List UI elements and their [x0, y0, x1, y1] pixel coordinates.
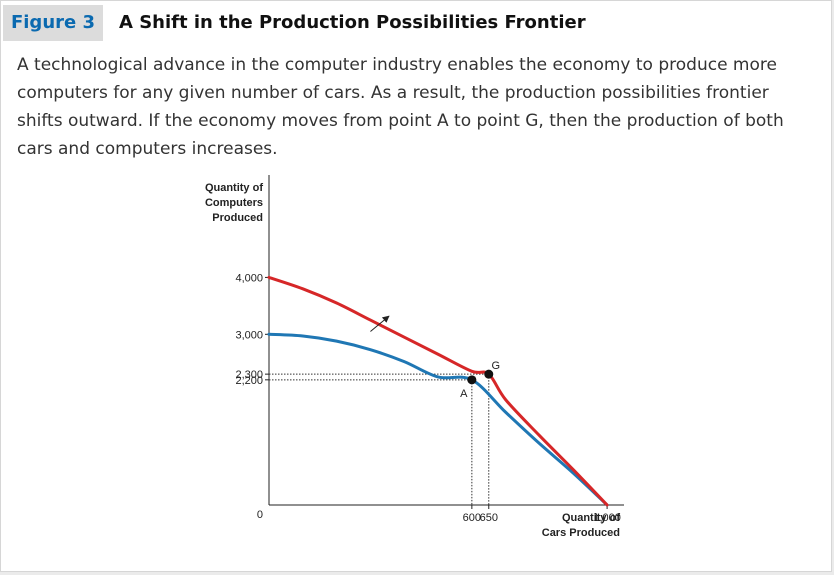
y-axis-label: Computers	[205, 197, 263, 209]
point-label-g: G	[491, 360, 500, 372]
figure-title: A Shift in the Production Possibilities …	[119, 12, 586, 33]
inner-frontier-line	[267, 332, 609, 507]
y-axis-label: Produced	[212, 212, 263, 224]
shift-arrow	[370, 315, 390, 332]
point-a	[467, 375, 477, 385]
x-tick-label: 1,000	[593, 512, 621, 524]
outer-frontier-line	[267, 275, 609, 507]
y-tick-label: 4,000	[235, 272, 263, 284]
figure-label: Figure 3	[3, 5, 103, 41]
x-tick-label: 650	[480, 512, 498, 524]
y-axis-label: Quantity of	[205, 182, 263, 194]
y-tick-label: 0	[257, 509, 263, 521]
x-tick-label: 600	[463, 512, 481, 524]
y-tick-label: 2,200	[235, 375, 263, 387]
point-label-a: A	[460, 388, 468, 400]
y-tick-label: 2,300	[235, 369, 263, 381]
x-axis-label: Cars Produced	[542, 527, 620, 539]
y-tick-label: 3,000	[235, 329, 263, 341]
figure-caption: A technological advance in the computer …	[17, 55, 784, 159]
x-axis-label: Quantity of	[562, 512, 620, 524]
point-g	[484, 369, 494, 379]
